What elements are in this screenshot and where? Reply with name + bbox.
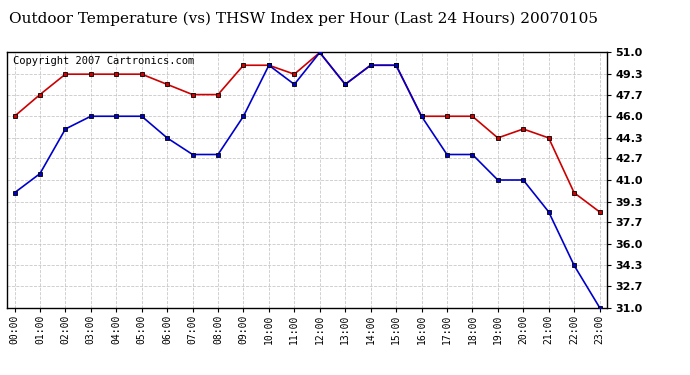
Text: Copyright 2007 Cartronics.com: Copyright 2007 Cartronics.com bbox=[13, 56, 194, 66]
Text: Outdoor Temperature (vs) THSW Index per Hour (Last 24 Hours) 20070105: Outdoor Temperature (vs) THSW Index per … bbox=[9, 11, 598, 26]
